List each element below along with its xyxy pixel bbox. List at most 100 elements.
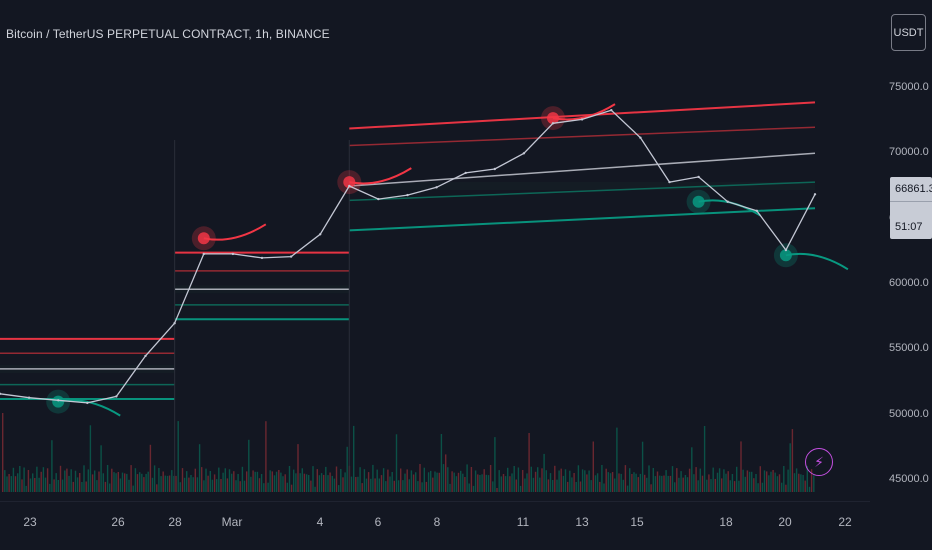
volume-bar — [601, 465, 603, 492]
volume-bar — [250, 476, 252, 492]
volume-bar — [509, 476, 511, 492]
volume-bar — [798, 473, 800, 492]
price-axis-label: 60000.0 — [889, 277, 929, 289]
volume-bar — [59, 465, 62, 492]
volume-bar — [393, 480, 395, 492]
price-axis-label: 50000.0 — [889, 408, 929, 420]
volume-bar — [699, 468, 701, 492]
volume-bar — [489, 465, 492, 492]
lightning-icon[interactable]: ⚡ — [805, 448, 833, 476]
volume-bar — [710, 479, 712, 492]
volume-bar — [316, 469, 318, 492]
volume-bar — [365, 478, 368, 492]
volume-bar — [139, 472, 141, 492]
volume-bar — [569, 470, 571, 492]
volume-bar — [314, 486, 316, 492]
volume-bar — [688, 468, 691, 492]
volume-bar — [198, 444, 201, 492]
volume-bar — [85, 481, 87, 492]
volume-bar — [153, 465, 156, 492]
pivot-line-r2 — [349, 101, 816, 130]
volume-bar — [554, 465, 556, 492]
price-point — [86, 401, 89, 405]
volume-bar — [248, 439, 250, 492]
volume-bar — [173, 475, 175, 492]
volume-bar — [472, 485, 475, 492]
volume-bar — [671, 466, 674, 492]
time-axis-label: 4 — [316, 515, 324, 529]
volume-bar — [517, 467, 520, 492]
price-point — [173, 322, 176, 325]
signal-marker-bearish — [547, 112, 559, 125]
volume-bar — [25, 485, 27, 492]
volume-bar — [53, 479, 55, 492]
volume-bar — [201, 467, 203, 492]
signal-marker-bearish — [197, 232, 210, 245]
volume-bar — [6, 476, 8, 492]
lightning-glyph: ⚡ — [814, 453, 824, 470]
volume-bar — [361, 483, 363, 492]
price-point — [319, 233, 322, 236]
volume-bar — [584, 470, 586, 492]
volume-bar — [183, 477, 186, 492]
price-axis-label: 75000.0 — [889, 81, 929, 93]
price-point — [493, 167, 496, 171]
volume-bar — [695, 467, 697, 492]
volume-bar — [100, 445, 102, 492]
volume-bar — [487, 475, 490, 492]
volume-bar — [537, 467, 539, 492]
volume-bar — [802, 475, 804, 492]
volume-bar — [539, 477, 541, 492]
price-point — [610, 109, 613, 112]
volume-bar — [751, 471, 753, 492]
price-point — [551, 122, 555, 125]
currency-selector-button[interactable]: USDT — [891, 14, 926, 51]
volume-bar — [682, 477, 684, 492]
volume-bar — [40, 471, 42, 492]
volume-bar — [445, 454, 447, 492]
time-axis-label: 6 — [374, 515, 382, 529]
volume-bar — [391, 472, 393, 492]
signal-marker-bullish — [692, 195, 705, 208]
volume-bar — [308, 475, 310, 492]
volume-histogram — [2, 413, 815, 492]
volume-bar — [620, 473, 622, 492]
volume-bar — [145, 473, 147, 492]
volume-bar — [511, 473, 513, 492]
volume-bar — [669, 475, 672, 492]
volume-bar — [701, 475, 704, 492]
volume-bar — [534, 471, 537, 492]
volume-bar — [284, 474, 286, 492]
volume-bar — [4, 470, 6, 492]
signal-markers — [46, 106, 798, 414]
volume-bar — [723, 469, 725, 492]
price-point — [57, 399, 60, 402]
volume-bar — [111, 468, 113, 492]
volume-bar — [436, 472, 438, 492]
volume-bar — [772, 470, 774, 492]
volume-bar — [526, 473, 528, 492]
volume-bar — [269, 470, 271, 492]
volume-bar — [438, 472, 440, 492]
volume-bar — [106, 465, 109, 492]
volume-bar — [38, 477, 40, 492]
volume-bar — [233, 471, 235, 492]
volume-bar — [731, 474, 734, 492]
volume-bar — [727, 471, 729, 492]
volume-bar — [622, 479, 624, 492]
signal-projection-curves — [58, 103, 849, 417]
volume-bar — [654, 476, 657, 492]
volume-bar — [419, 464, 421, 492]
volume-bar — [804, 480, 806, 492]
volume-bar — [192, 477, 194, 492]
volume-bar — [599, 481, 601, 492]
volume-bar — [736, 466, 738, 492]
price-point — [202, 252, 205, 256]
volume-bar — [282, 476, 284, 492]
volume-bar — [275, 471, 278, 492]
price-point — [726, 200, 729, 203]
volume-bar — [481, 474, 483, 492]
time-axis-label: 15 — [630, 515, 644, 529]
